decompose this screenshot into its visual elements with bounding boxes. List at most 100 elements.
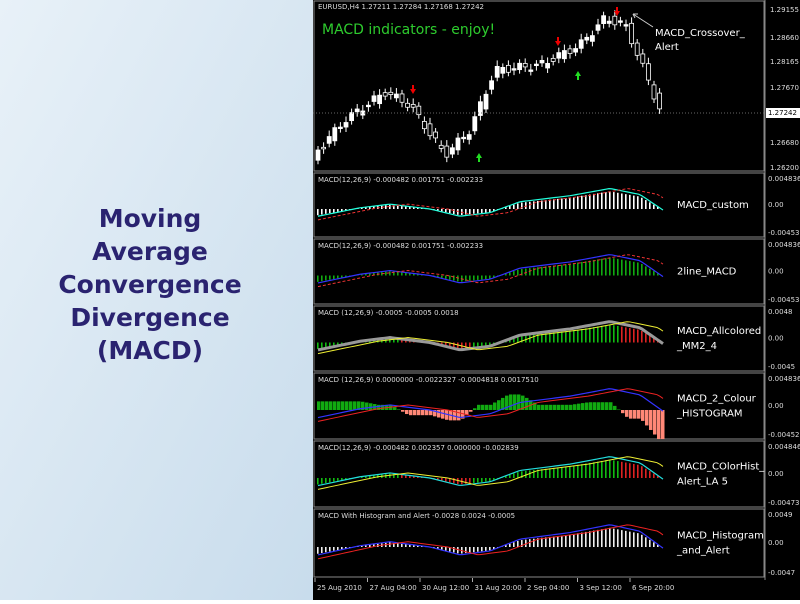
candle-body [618,20,623,23]
histogram-bar [321,401,325,410]
histogram-bar [513,271,515,276]
panel-frame [313,172,765,238]
histogram-bar [557,404,561,410]
histogram-bar [333,401,337,410]
histogram-bar [589,402,593,410]
histogram-bar [361,476,363,478]
histogram-bar [329,401,333,410]
histogram-bar [525,397,529,410]
histogram-bar [449,342,451,347]
candle-body [651,84,657,100]
histogram-bar [505,544,507,547]
histogram-bar [457,209,459,215]
histogram-bar [485,209,487,213]
histogram-bar [545,333,547,343]
histogram-bar [441,478,443,481]
histogram-bar [565,466,567,478]
candle-body [534,63,539,67]
time-label: 6 Sep 20:00 [632,584,674,592]
histogram-bar [537,334,539,343]
histogram-bar [549,199,551,209]
axis-label: 0.0049 [768,511,793,519]
histogram-bar [633,195,635,209]
histogram-bar [525,202,527,209]
axis-label: -0.00473 [768,499,799,507]
histogram-bar [577,403,581,410]
candle-body [634,42,640,56]
histogram-bar [621,530,623,547]
histogram-bar [653,204,655,209]
histogram-bar [537,538,539,547]
macd-line [317,388,664,419]
histogram-bar [617,325,619,343]
histogram-bar [521,471,523,478]
histogram-bar [601,258,603,276]
candle-body [399,93,405,103]
histogram-bar [581,403,585,410]
signal-arrow [555,37,561,46]
histogram-bar [453,547,455,553]
histogram-bar [605,192,607,209]
histogram-bar [609,257,611,276]
histogram-bar [553,332,555,343]
histogram-bar [481,478,483,483]
histogram-bar [333,209,335,213]
panel-frame [313,440,765,508]
histogram-bar [329,275,331,280]
histogram-bar [457,410,461,421]
title-line: Divergence [70,303,229,332]
histogram-bar [585,531,587,547]
histogram-bar [341,478,343,481]
candle-body [393,93,399,99]
histogram-bar [501,397,505,410]
candle-body [438,144,444,149]
candle-body [550,57,556,62]
histogram-bar [597,193,599,209]
histogram-bar [341,209,343,212]
histogram-bar [569,404,573,410]
histogram-bar [389,338,391,343]
histogram-bar [581,195,583,209]
histogram-bar [605,460,607,478]
histogram-bar [373,544,375,547]
candle-body [578,39,584,49]
histogram-bar [325,342,327,348]
histogram-bar [317,275,319,282]
histogram-bar [581,328,583,343]
histogram-bar [317,478,319,485]
histogram-bar [505,476,507,478]
histogram-bar [609,459,611,478]
histogram-bar [593,193,595,209]
histogram-bar [597,259,599,276]
histogram-bar [337,478,339,481]
histogram-bar [493,209,495,211]
histogram-bar [649,410,653,430]
histogram-bar [573,404,577,410]
histogram-bar [597,326,599,343]
histogram-bar [477,478,479,483]
histogram-bar [385,271,387,276]
histogram-bar [629,261,631,276]
indicator-name: MACD_Allcolored [677,326,761,337]
histogram-bar [641,197,643,209]
histogram-bar [509,205,511,209]
histogram-bar [617,529,619,547]
histogram-bar [469,342,471,348]
histogram-bar [601,192,603,209]
histogram-bar [573,196,575,209]
histogram-bar [525,539,527,547]
histogram-bar [485,478,487,482]
histogram-bar [521,395,525,410]
histogram-bar [569,466,571,478]
histogram-bar [537,267,539,276]
histogram-bar [417,410,421,416]
histogram-bar [417,274,419,276]
histogram-bar [409,544,411,547]
histogram-bar [517,472,519,478]
histogram-bar [453,209,455,214]
histogram-bar [329,209,331,214]
histogram-bar [433,410,437,417]
histogram-bar [465,478,467,484]
